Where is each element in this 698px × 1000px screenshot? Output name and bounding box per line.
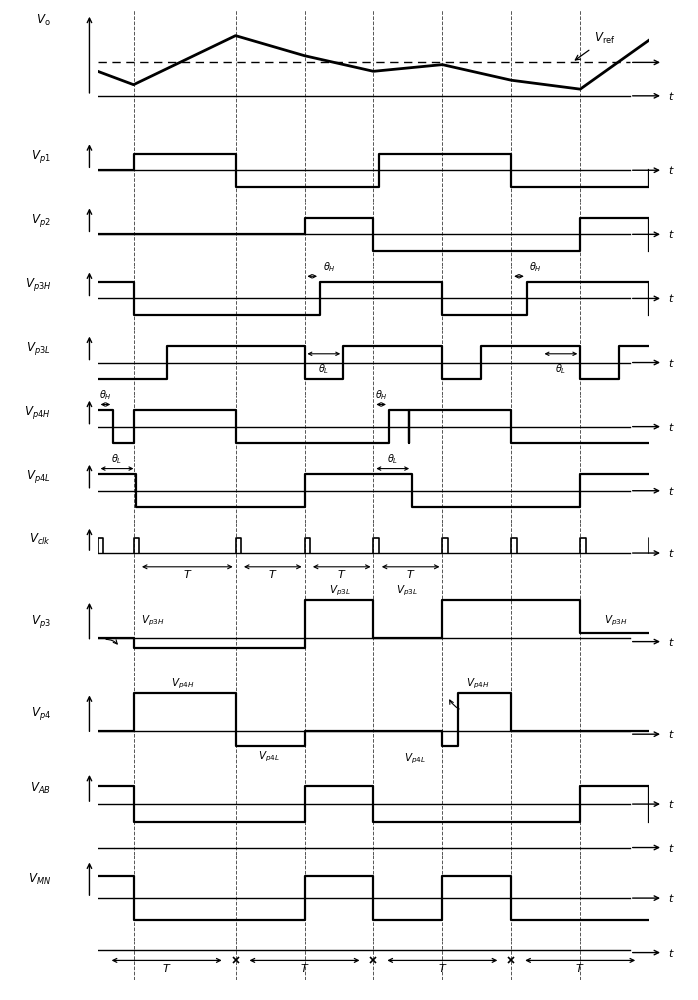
Text: $V_{MN}$: $V_{MN}$ [28, 872, 51, 887]
Text: $t$: $t$ [669, 947, 675, 959]
Text: $V_{\mathrm{o}}$: $V_{\mathrm{o}}$ [36, 13, 51, 28]
Text: $t$: $t$ [669, 421, 675, 433]
Text: $t$: $t$ [669, 842, 675, 854]
Text: $V_{p3L}$: $V_{p3L}$ [329, 584, 351, 598]
Text: $\theta_L$: $\theta_L$ [318, 363, 329, 376]
Text: $T$: $T$ [183, 568, 192, 580]
Text: $\theta_H$: $\theta_H$ [530, 260, 542, 274]
Text: $t$: $t$ [669, 228, 675, 240]
Text: $t$: $t$ [669, 636, 675, 648]
Text: $t$: $t$ [669, 728, 675, 740]
Text: $V_{p4L}$: $V_{p4L}$ [27, 468, 51, 485]
Text: $V_{p1}$: $V_{p1}$ [31, 148, 51, 165]
Text: $V_{p3}$: $V_{p3}$ [31, 613, 51, 630]
Text: $V_{p4L}$: $V_{p4L}$ [258, 749, 280, 764]
Text: $t$: $t$ [669, 292, 675, 304]
Text: $\theta_L$: $\theta_L$ [555, 363, 567, 376]
Text: $T$: $T$ [438, 962, 447, 974]
Text: $\theta_L$: $\theta_L$ [387, 452, 399, 466]
Text: $V_{p2}$: $V_{p2}$ [31, 212, 51, 229]
Text: $V_{p3L}$: $V_{p3L}$ [27, 340, 51, 357]
Text: $t$: $t$ [669, 485, 675, 497]
Text: $\theta_H$: $\theta_H$ [99, 388, 112, 402]
Text: $T$: $T$ [299, 962, 309, 974]
Text: $T$: $T$ [268, 568, 278, 580]
Text: $V_{clk}$: $V_{clk}$ [29, 532, 51, 547]
Text: $T$: $T$ [575, 962, 585, 974]
Text: $t$: $t$ [669, 357, 675, 369]
Text: $V_{\mathrm{ref}}$: $V_{\mathrm{ref}}$ [575, 31, 616, 60]
Text: $\theta_H$: $\theta_H$ [322, 260, 336, 274]
Text: $t$: $t$ [669, 164, 675, 176]
Text: $T$: $T$ [337, 568, 346, 580]
Text: $\theta_H$: $\theta_H$ [375, 388, 387, 402]
Text: $V_{p4}$: $V_{p4}$ [31, 705, 51, 722]
Text: $V_{p3L}$: $V_{p3L}$ [396, 584, 417, 598]
Text: $V_{p4H}$: $V_{p4H}$ [24, 404, 51, 421]
Text: $t$: $t$ [669, 547, 675, 559]
Text: $V_{p3H}$: $V_{p3H}$ [24, 276, 51, 293]
Text: $T$: $T$ [162, 962, 172, 974]
Text: $V_{p4H}$: $V_{p4H}$ [172, 677, 195, 691]
Text: $V_{p4H}$: $V_{p4H}$ [466, 677, 490, 691]
Text: $t$: $t$ [669, 90, 675, 102]
Text: $t$: $t$ [669, 892, 675, 904]
Text: $V_{AB}$: $V_{AB}$ [30, 781, 51, 796]
Text: $T$: $T$ [406, 568, 415, 580]
Text: $t$: $t$ [669, 798, 675, 810]
Text: $V_{p3H}$: $V_{p3H}$ [604, 613, 628, 628]
Text: $\theta_L$: $\theta_L$ [112, 452, 123, 466]
Text: $V_{p3H}$: $V_{p3H}$ [141, 613, 165, 628]
Text: $V_{p4L}$: $V_{p4L}$ [404, 751, 426, 766]
